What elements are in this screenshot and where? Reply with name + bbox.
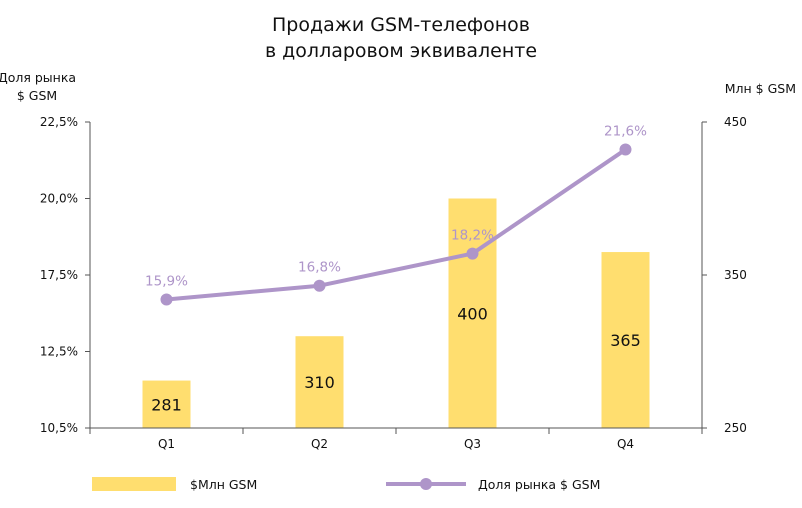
left-tick-label: 12,5%	[40, 345, 78, 359]
x-tick-label: Q2	[311, 437, 328, 451]
x-tick-label: Q1	[158, 437, 175, 451]
line-data-label: 18,2%	[451, 228, 494, 244]
line-point	[619, 143, 632, 156]
x-tick-label: Q3	[464, 437, 481, 451]
right-tick-label: 250	[724, 421, 747, 435]
left-tick-label: 22,5%	[40, 115, 78, 129]
line-series: 15,9% 16,8% 18,2% 21,6%	[145, 124, 647, 306]
right-axis-title: Млн $ GSM	[725, 81, 796, 96]
legend-swatch-bar	[92, 477, 176, 491]
line-point	[160, 293, 173, 306]
legend: $Млн GSM Доля рынка $ GSM	[92, 477, 600, 492]
axes: 10,5% 12,5% 17,5% 20,0% 22,5% 250 350 450 Q1 Q2 Q3…	[40, 115, 747, 451]
bar-data-label: 400	[457, 304, 488, 323]
right-tick-label: 450	[724, 115, 747, 129]
bar-data-label: 310	[304, 373, 335, 392]
bar	[601, 252, 650, 428]
chart-title-line: в долларовом эквиваленте	[265, 40, 537, 62]
line-point	[313, 279, 326, 292]
left-tick-label: 17,5%	[40, 268, 78, 282]
left-axis-title: Доля рынка $ GSM	[0, 70, 76, 103]
legend-label-line: Доля рынка $ GSM	[478, 477, 600, 492]
right-tick-label: 350	[724, 268, 747, 282]
chart-title-line: Продажи GSM-телефонов	[272, 14, 530, 36]
left-tick-label: 10,5%	[40, 421, 78, 435]
left-axis-title-line: $ GSM	[17, 88, 57, 103]
line-data-label: 15,9%	[145, 273, 188, 289]
bars: 281 310 400 365	[142, 198, 650, 428]
bar-data-label: 281	[151, 395, 182, 414]
chart-title: Продажи GSM-телефонов в долларовом эквива…	[265, 14, 537, 62]
bar	[142, 380, 191, 428]
line-path	[166, 147, 627, 302]
bar	[448, 198, 497, 428]
line-point	[466, 247, 479, 260]
left-axis-title-line: Доля рынка	[0, 70, 76, 85]
line-data-label: 21,6%	[604, 124, 647, 140]
line-data-label: 16,8%	[298, 260, 341, 276]
legend-swatch-marker	[420, 478, 432, 490]
x-tick-label: Q4	[617, 437, 634, 451]
left-tick-label: 20,0%	[40, 192, 78, 206]
legend-label-bar: $Млн GSM	[190, 477, 257, 492]
bar	[295, 336, 344, 428]
bar-data-label: 365	[610, 331, 641, 350]
